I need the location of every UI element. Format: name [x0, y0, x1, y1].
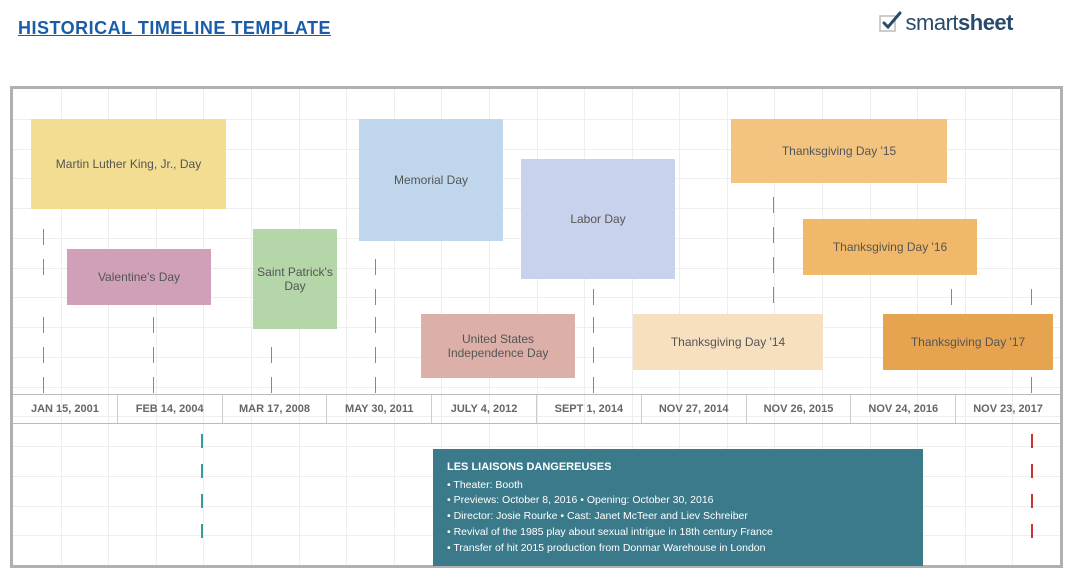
grid-line-horizontal: [13, 387, 1060, 388]
detail-callout: LES LIAISONS DANGEREUSES • Theater: Booth…: [433, 449, 923, 566]
timeline-event: Thanksgiving Day '14: [633, 314, 823, 370]
timeline-event: Labor Day: [521, 159, 675, 279]
tick-mark: [593, 317, 594, 333]
tick-mark-teal: [201, 464, 203, 478]
tick-mark: [43, 259, 44, 275]
tick-mark-red: [1031, 524, 1033, 538]
tick-mark-red: [1031, 434, 1033, 448]
detail-line: • Theater: Booth: [447, 478, 909, 494]
tick-mark: [773, 287, 774, 303]
date-axis-label: NOV 27, 2014: [642, 395, 747, 423]
tick-mark-teal: [201, 494, 203, 508]
tick-mark: [271, 347, 272, 363]
detail-line: • Director: Josie Rourke • Cast: Janet M…: [447, 509, 909, 525]
page-title: HISTORICAL TIMELINE TEMPLATE: [18, 18, 331, 39]
tick-mark-red: [1031, 494, 1033, 508]
tick-mark: [593, 377, 594, 393]
tick-mark: [1031, 289, 1032, 305]
date-axis-label: NOV 23, 2017: [956, 395, 1060, 423]
date-axis-label: JULY 4, 2012: [432, 395, 537, 423]
timeline-chart: JAN 15, 2001FEB 14, 2004MAR 17, 2008MAY …: [10, 86, 1063, 568]
tick-mark: [375, 317, 376, 333]
tick-mark: [375, 259, 376, 275]
timeline-event: Thanksgiving Day '16: [803, 219, 977, 275]
tick-mark: [375, 289, 376, 305]
detail-line: • Transfer of hit 2015 production from D…: [447, 541, 909, 557]
tick-mark: [375, 347, 376, 363]
tick-mark: [43, 317, 44, 333]
tick-mark: [773, 197, 774, 213]
tick-mark-red: [1031, 464, 1033, 478]
detail-line: • Revival of the 1985 play about sexual …: [447, 525, 909, 541]
tick-mark: [951, 289, 952, 305]
timeline-event: Valentine's Day: [67, 249, 211, 305]
tick-mark: [43, 347, 44, 363]
tick-mark: [593, 347, 594, 363]
date-axis-label: SEPT 1, 2014: [537, 395, 642, 423]
grid-line-horizontal: [13, 446, 1060, 447]
tick-mark: [773, 257, 774, 273]
brand-text: smartsheet: [906, 10, 1013, 36]
detail-title: LES LIAISONS DANGEREUSES: [447, 459, 909, 476]
checkmark-icon: [878, 11, 902, 35]
tick-mark: [773, 227, 774, 243]
timeline-event: Thanksgiving Day '17: [883, 314, 1053, 370]
brand-text-left: smart: [906, 10, 959, 35]
page-header: HISTORICAL TIMELINE TEMPLATE: [18, 18, 331, 39]
date-axis-label: JAN 15, 2001: [13, 395, 118, 423]
tick-mark: [375, 377, 376, 393]
tick-mark: [153, 347, 154, 363]
tick-mark: [43, 229, 44, 245]
tick-mark-teal: [201, 524, 203, 538]
tick-mark-teal: [201, 434, 203, 448]
tick-mark: [271, 377, 272, 393]
date-axis-label: NOV 24, 2016: [851, 395, 956, 423]
date-axis-label: MAY 30, 2011: [327, 395, 432, 423]
timeline-event: United States Independence Day: [421, 314, 575, 378]
timeline-event: Saint Patrick's Day: [253, 229, 337, 329]
date-axis-row: JAN 15, 2001FEB 14, 2004MAR 17, 2008MAY …: [13, 394, 1060, 424]
date-axis-label: MAR 17, 2008: [223, 395, 328, 423]
tick-mark: [153, 377, 154, 393]
timeline-event: Memorial Day: [359, 119, 503, 241]
date-axis-label: FEB 14, 2004: [118, 395, 223, 423]
tick-mark: [43, 377, 44, 393]
tick-mark: [593, 289, 594, 305]
date-axis-label: NOV 26, 2015: [747, 395, 852, 423]
brand-logo: smartsheet: [878, 10, 1013, 36]
detail-line: • Previews: October 8, 2016 • Opening: O…: [447, 493, 909, 509]
tick-mark: [1031, 377, 1032, 393]
brand-text-right: sheet: [958, 10, 1013, 35]
tick-mark: [153, 317, 154, 333]
timeline-event: Thanksgiving Day '15: [731, 119, 947, 183]
timeline-event: Martin Luther King, Jr., Day: [31, 119, 226, 209]
